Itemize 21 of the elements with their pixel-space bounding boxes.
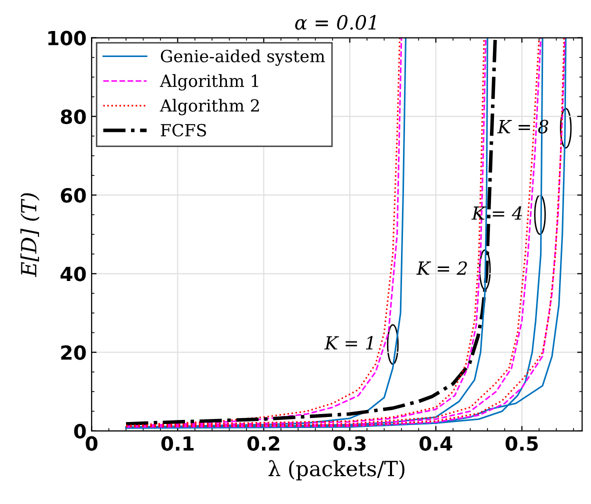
chart-title: α = 0.01 xyxy=(295,15,376,30)
y-tick-label: 20 xyxy=(61,345,86,360)
annotation: K = 2 xyxy=(416,261,467,275)
x-tick-label: 0.4 xyxy=(420,436,452,451)
y-tick-label: 80 xyxy=(60,109,86,124)
x-tick-label: 0.5 xyxy=(506,436,538,451)
x-tick-label: 0.2 xyxy=(247,436,280,451)
y-tick-label: 0 xyxy=(74,424,86,439)
y-tick-label: 100 xyxy=(48,30,86,46)
x-axis-title: λ (packets/T) xyxy=(268,460,404,480)
legend-label: FCFS xyxy=(160,124,206,136)
x-tick-label: 0.1 xyxy=(161,436,194,451)
y-tick-label: 60 xyxy=(60,188,86,203)
annotation: K = 1 xyxy=(324,336,373,350)
legend-label: Algorithm 1 xyxy=(160,74,258,91)
legend-label: Algorithm 2 xyxy=(160,98,259,116)
y-axis-title: E[D] (T) xyxy=(20,193,40,278)
x-tick-label: 0.3 xyxy=(333,436,366,451)
x-tick-label: 0 xyxy=(86,436,98,451)
legend-label: Genie-aided system xyxy=(160,49,325,66)
y-tick-label: 40 xyxy=(60,266,86,282)
